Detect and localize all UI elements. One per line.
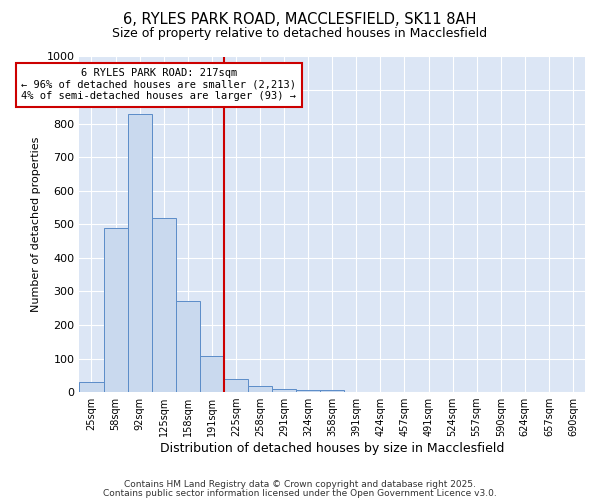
Bar — [104, 228, 128, 392]
Bar — [248, 386, 272, 392]
Bar — [296, 390, 320, 392]
Bar — [320, 390, 344, 392]
Y-axis label: Number of detached properties: Number of detached properties — [31, 136, 41, 312]
X-axis label: Distribution of detached houses by size in Macclesfield: Distribution of detached houses by size … — [160, 442, 505, 455]
Bar — [200, 356, 224, 392]
Text: Contains public sector information licensed under the Open Government Licence v3: Contains public sector information licen… — [103, 488, 497, 498]
Bar — [272, 390, 296, 392]
Text: 6, RYLES PARK ROAD, MACCLESFIELD, SK11 8AH: 6, RYLES PARK ROAD, MACCLESFIELD, SK11 8… — [124, 12, 476, 28]
Bar — [224, 378, 248, 392]
Text: Size of property relative to detached houses in Macclesfield: Size of property relative to detached ho… — [112, 28, 488, 40]
Bar — [152, 218, 176, 392]
Bar — [176, 302, 200, 392]
Bar — [128, 114, 152, 392]
Bar — [79, 382, 104, 392]
Text: Contains HM Land Registry data © Crown copyright and database right 2025.: Contains HM Land Registry data © Crown c… — [124, 480, 476, 489]
Text: 6 RYLES PARK ROAD: 217sqm
← 96% of detached houses are smaller (2,213)
4% of sem: 6 RYLES PARK ROAD: 217sqm ← 96% of detac… — [22, 68, 296, 102]
